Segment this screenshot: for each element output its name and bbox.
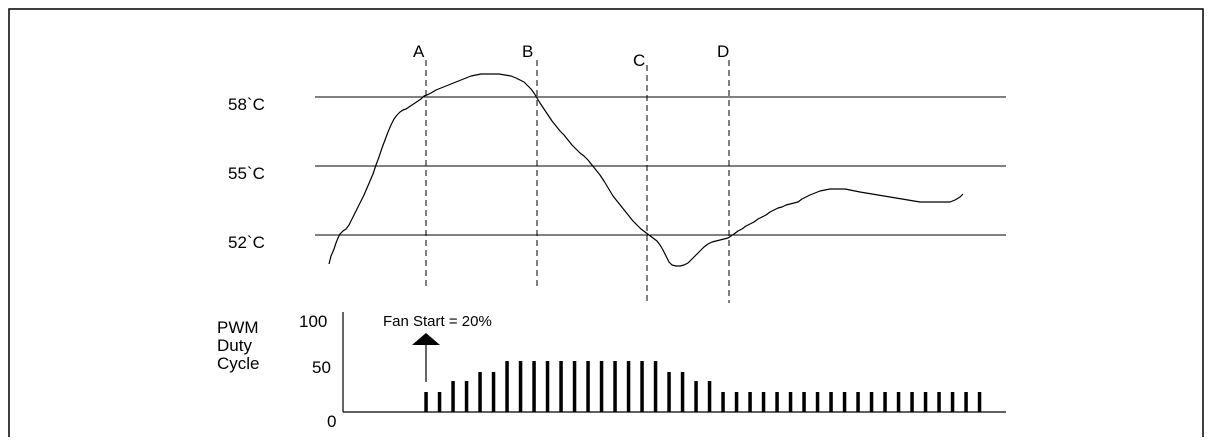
pwm-bar bbox=[802, 392, 806, 412]
temp-label-58: 58`C bbox=[228, 95, 265, 114]
fan-start-arrow-icon bbox=[412, 333, 440, 345]
pwm-bars bbox=[424, 361, 982, 412]
marker-label-a: A bbox=[413, 42, 425, 61]
pwm-bar bbox=[829, 392, 833, 412]
pwm-bar bbox=[788, 392, 793, 412]
temperature-curve bbox=[328, 73, 964, 267]
pwm-bar bbox=[721, 392, 725, 412]
pwm-bar bbox=[815, 392, 820, 412]
pwm-bar bbox=[923, 392, 928, 412]
pwm-bar bbox=[572, 361, 577, 412]
pwm-tick-100: 100 bbox=[299, 312, 327, 331]
marker-label-b: B bbox=[522, 42, 533, 61]
fan-start-annotation: Fan Start = 20% bbox=[383, 313, 492, 330]
pwm-bar bbox=[464, 381, 469, 412]
pwm-bar bbox=[451, 381, 455, 412]
pwm-bar bbox=[545, 361, 550, 412]
temp-label-55: 55`C bbox=[228, 164, 265, 183]
marker-label-d: D bbox=[717, 42, 729, 61]
pwm-bar bbox=[937, 392, 941, 412]
pwm-bar bbox=[748, 392, 752, 412]
temperature-grid bbox=[315, 96, 1006, 236]
pwm-bar bbox=[599, 361, 604, 412]
pwm-bar bbox=[505, 361, 509, 412]
pwm-tick-0: 0 bbox=[327, 412, 336, 431]
pwm-bar bbox=[640, 361, 644, 412]
pwm-bar bbox=[775, 392, 779, 412]
pwm-bar bbox=[667, 372, 671, 412]
pwm-bar bbox=[964, 392, 968, 412]
pwm-bar bbox=[518, 361, 523, 412]
pwm-bar bbox=[424, 392, 428, 412]
marker-label-c: C bbox=[633, 51, 645, 70]
pwm-tick-50: 50 bbox=[312, 358, 331, 377]
pwm-bar bbox=[653, 361, 658, 412]
pwm-bar bbox=[478, 372, 482, 412]
frame-border bbox=[8, 8, 1204, 437]
pwm-bar bbox=[437, 392, 442, 412]
marker-lines bbox=[425, 60, 730, 303]
pwm-bar bbox=[910, 392, 914, 412]
pwm-bar bbox=[559, 361, 563, 412]
pwm-bar bbox=[491, 372, 496, 412]
pwm-bar bbox=[869, 392, 874, 412]
pwm-bar bbox=[613, 361, 617, 412]
pwm-title-line-2: Duty bbox=[217, 336, 252, 355]
pwm-bar bbox=[734, 392, 739, 412]
pwm-bar bbox=[532, 361, 536, 412]
pwm-bar bbox=[626, 361, 631, 412]
pwm-bar bbox=[680, 372, 685, 412]
pwm-bar bbox=[883, 392, 887, 412]
pwm-title-line-3: Cycle bbox=[217, 354, 260, 373]
pwm-bar bbox=[856, 392, 860, 412]
pwm-bar bbox=[761, 392, 766, 412]
temp-label-52: 52`C bbox=[228, 233, 265, 252]
pwm-title-line-1: PWM bbox=[217, 318, 259, 337]
pwm-bar bbox=[842, 392, 847, 412]
pwm-bar bbox=[707, 381, 712, 412]
pwm-bar bbox=[694, 381, 698, 412]
pwm-bar bbox=[586, 361, 590, 412]
pwm-bar bbox=[950, 392, 955, 412]
pwm-bar bbox=[977, 392, 982, 412]
pwm-bar bbox=[896, 392, 901, 412]
